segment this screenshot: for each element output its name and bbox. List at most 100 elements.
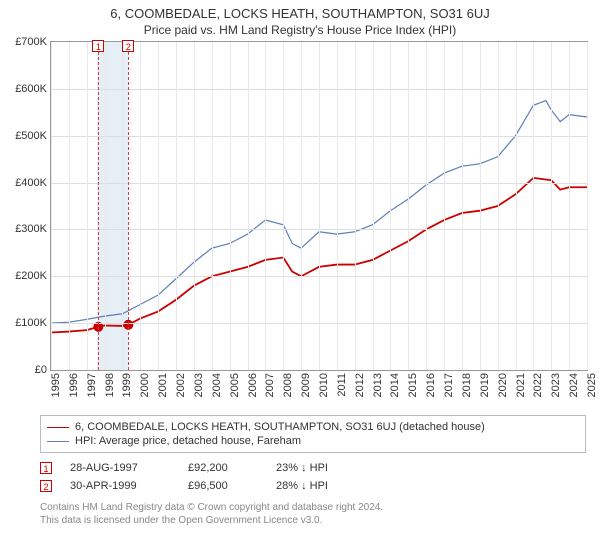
x-axis-labels: 1995 1996 1997 1998 1999 2000 2001 2002 2003 2004… xyxy=(50,371,588,407)
x-tick-label: 1998 xyxy=(104,373,116,397)
gridline-v xyxy=(426,42,427,370)
gridline-v xyxy=(283,42,284,370)
gridline-v xyxy=(462,42,463,370)
datapoint-diff: 28% ↓ HPI xyxy=(276,480,366,492)
gridline-v xyxy=(158,42,159,370)
x-tick-label: 2010 xyxy=(318,373,330,397)
event-marker: 1 xyxy=(92,40,104,52)
gridline-v xyxy=(87,42,88,370)
datapoint-marker: 1 xyxy=(40,462,52,474)
y-tick-label: £0 xyxy=(35,364,47,376)
x-tick-label: 2009 xyxy=(300,373,312,397)
x-tick-label: 1999 xyxy=(121,373,133,397)
gridline-v xyxy=(248,42,249,370)
x-tick-label: 2001 xyxy=(157,373,169,397)
gridline-v xyxy=(355,42,356,370)
x-tick-label: 2018 xyxy=(461,373,473,397)
datapoint-marker: 2 xyxy=(40,480,52,492)
legend-item-price-paid: 6, COOMBEDALE, LOCKS HEATH, SOUTHAMPTON,… xyxy=(47,420,579,434)
x-tick-label: 2025 xyxy=(586,373,598,397)
x-tick-label: 2008 xyxy=(282,373,294,397)
gridline-v xyxy=(444,42,445,370)
datapoint-table: 1 28-AUG-1997 £92,200 23% ↓ HPI 2 30-APR… xyxy=(40,459,586,495)
x-tick-label: 1996 xyxy=(68,373,80,397)
gridline-v xyxy=(230,42,231,370)
x-tick-label: 2022 xyxy=(532,373,544,397)
datapoint-date: 28-AUG-1997 xyxy=(70,462,170,474)
gridline-v xyxy=(337,42,338,370)
x-tick-label: 2024 xyxy=(568,373,580,397)
x-tick-label: 2005 xyxy=(229,373,241,397)
datapoint-price: £92,200 xyxy=(188,462,258,474)
legend: 6, COOMBEDALE, LOCKS HEATH, SOUTHAMPTON,… xyxy=(40,415,586,453)
x-tick-label: 2014 xyxy=(389,373,401,397)
y-tick-label: £100K xyxy=(15,317,47,329)
y-tick-label: £400K xyxy=(15,177,47,189)
x-tick-label: 2006 xyxy=(247,373,259,397)
footer-line: This data is licensed under the Open Gov… xyxy=(40,514,586,527)
plot-area: £0£100K£200K£300K£400K£500K£600K£700K12 xyxy=(50,41,588,371)
x-tick-label: 2020 xyxy=(497,373,509,397)
x-tick-label: 2003 xyxy=(193,373,205,397)
legend-label: HPI: Average price, detached house, Fare… xyxy=(75,435,301,447)
event-line xyxy=(98,42,99,370)
datapoint-row: 2 30-APR-1999 £96,500 28% ↓ HPI xyxy=(40,477,586,495)
footer-line: Contains HM Land Registry data © Crown c… xyxy=(40,501,586,514)
gridline-v xyxy=(551,42,552,370)
legend-item-hpi: HPI: Average price, detached house, Fare… xyxy=(47,434,579,448)
chart-subtitle: Price paid vs. HM Land Registry's House … xyxy=(0,21,600,41)
y-tick-label: £500K xyxy=(15,130,47,142)
gridline-v xyxy=(176,42,177,370)
gridline-v xyxy=(69,42,70,370)
x-tick-label: 1997 xyxy=(86,373,98,397)
gridline-v xyxy=(319,42,320,370)
legend-label: 6, COOMBEDALE, LOCKS HEATH, SOUTHAMPTON,… xyxy=(75,421,485,433)
footer-attribution: Contains HM Land Registry data © Crown c… xyxy=(40,501,586,527)
legend-swatch xyxy=(47,441,69,442)
chart-container: 6, COOMBEDALE, LOCKS HEATH, SOUTHAMPTON,… xyxy=(0,0,600,560)
gridline-v xyxy=(194,42,195,370)
y-tick-label: £600K xyxy=(15,83,47,95)
x-tick-label: 2007 xyxy=(264,373,276,397)
gridline-v xyxy=(498,42,499,370)
x-tick-label: 1995 xyxy=(50,373,62,397)
gridline-v xyxy=(265,42,266,370)
gridline-v xyxy=(51,42,52,370)
gridline-v xyxy=(105,42,106,370)
x-tick-label: 2021 xyxy=(515,373,527,397)
event-marker: 2 xyxy=(122,40,134,52)
x-tick-label: 2017 xyxy=(443,373,455,397)
event-line xyxy=(128,42,129,370)
gridline-v xyxy=(533,42,534,370)
gridline-v xyxy=(587,42,588,370)
x-tick-label: 2012 xyxy=(354,373,366,397)
y-tick-label: £200K xyxy=(15,270,47,282)
x-tick-label: 2013 xyxy=(372,373,384,397)
x-tick-label: 2000 xyxy=(139,373,151,397)
x-tick-label: 2016 xyxy=(425,373,437,397)
gridline-v xyxy=(301,42,302,370)
datapoint-price: £96,500 xyxy=(188,480,258,492)
gridline-v xyxy=(516,42,517,370)
gridline-v xyxy=(480,42,481,370)
x-tick-label: 2002 xyxy=(175,373,187,397)
gridline-v xyxy=(122,42,123,370)
gridline-v xyxy=(373,42,374,370)
legend-swatch xyxy=(47,427,69,428)
datapoint-date: 30-APR-1999 xyxy=(70,480,170,492)
gridline-v xyxy=(390,42,391,370)
x-tick-label: 2019 xyxy=(479,373,491,397)
datapoint-row: 1 28-AUG-1997 £92,200 23% ↓ HPI xyxy=(40,459,586,477)
x-tick-label: 2011 xyxy=(336,373,348,397)
x-tick-label: 2004 xyxy=(211,373,223,397)
y-tick-label: £700K xyxy=(15,36,47,48)
gridline-v xyxy=(140,42,141,370)
gridline-v xyxy=(408,42,409,370)
gridline-v xyxy=(212,42,213,370)
x-tick-label: 2015 xyxy=(407,373,419,397)
y-tick-label: £300K xyxy=(15,223,47,235)
gridline-v xyxy=(569,42,570,370)
datapoint-diff: 23% ↓ HPI xyxy=(276,462,366,474)
x-tick-label: 2023 xyxy=(550,373,562,397)
chart-title: 6, COOMBEDALE, LOCKS HEATH, SOUTHAMPTON,… xyxy=(0,0,600,21)
